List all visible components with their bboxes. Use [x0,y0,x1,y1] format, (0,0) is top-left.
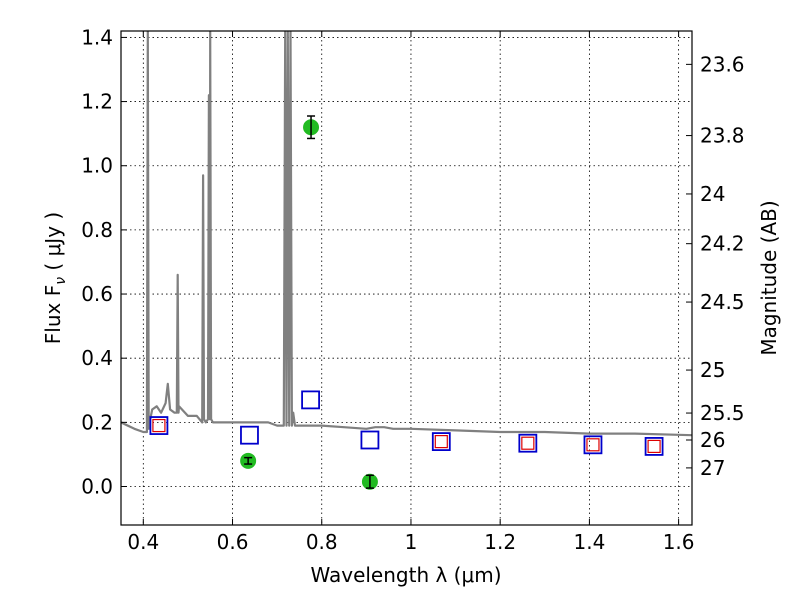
y-tick-label: 0.8 [81,218,113,242]
right-tick-label: 25 [700,358,725,382]
right-tick-label: 24 [700,182,725,206]
right-axis-label: Magnitude (AB) [757,200,781,355]
model-flux-box [644,437,664,456]
gridlines [121,31,692,525]
model-flux-box [149,416,169,435]
observed-flux-box [152,418,166,433]
model-flux-box [360,430,380,450]
model-flux-box [518,433,538,453]
x-tick-label: 0.4 [127,530,159,554]
right-tick-label: 25.5 [700,401,745,425]
right-tick-label: 27 [700,456,725,480]
y-axis-label-main: Flux F [41,285,65,344]
plot-area [121,31,692,490]
model-flux-box [583,435,603,455]
y-axis-label-sub: ν [53,277,69,285]
y-tick-label: 1.2 [81,90,113,114]
x-tick-label: 1 [405,530,418,554]
model-flux-box [301,390,320,410]
model-flux-box [431,432,451,451]
data-marks [121,31,692,490]
right-tick-label: 26 [700,428,725,452]
x-axis: 0.4 0.6 0.8 1 1.2 1.4 1.6 [127,31,695,554]
right-tick-label: 24.2 [700,232,745,256]
y-axis-label: Flux Fν ( μJy ) [41,212,69,344]
y-tick-label: 0.0 [81,475,113,499]
model-flux-box [240,425,259,445]
y-tick-label: 1.0 [81,154,113,178]
observed-flux-box [434,434,448,449]
right-axis: 23.6 23.8 24 24.2 24.5 25 25.5 26 27 [686,52,745,480]
y-tick-label: 1.4 [81,25,113,49]
x-axis-label: Wavelength λ (μm) [310,563,501,587]
observed-flux-box [586,438,600,452]
observed-flux-box [647,439,661,454]
y-axis: 0.0 0.2 0.4 0.6 0.8 1.0 1.2 1.4 [81,25,127,499]
x-tick-label: 0.6 [217,530,249,554]
right-tick-label: 24.5 [700,290,745,314]
x-tick-label: 1.6 [663,530,695,554]
x-tick-label: 1.4 [573,530,605,554]
spectrum-line [121,31,692,437]
right-tick-label: 23.6 [700,52,745,76]
x-tick-label: 1.2 [484,530,516,554]
x-tick-label: 0.8 [306,530,338,554]
y-axis-label-unit: ( μJy ) [41,212,65,277]
y-tick-label: 0.2 [81,410,113,434]
plot-frame [120,30,693,526]
y-tick-label: 0.6 [81,282,113,306]
observed-flux-box [521,436,535,450]
y-tick-label: 0.4 [81,346,113,370]
right-tick-label: 23.8 [700,124,745,148]
